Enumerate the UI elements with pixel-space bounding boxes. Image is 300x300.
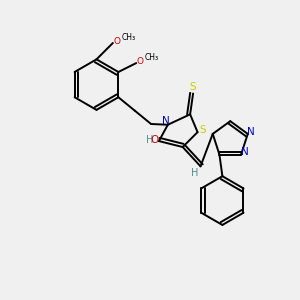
Text: S: S <box>190 82 196 92</box>
Text: CH₃: CH₃ <box>121 33 135 42</box>
Text: O: O <box>150 135 159 145</box>
Text: CH₃: CH₃ <box>145 53 159 62</box>
Text: N: N <box>248 128 255 137</box>
Text: H: H <box>191 168 199 178</box>
Text: S: S <box>200 125 206 135</box>
Text: N: N <box>163 116 170 126</box>
Text: H: H <box>146 135 153 145</box>
Text: O: O <box>136 57 144 66</box>
Text: O: O <box>113 37 120 46</box>
Text: N: N <box>241 147 248 157</box>
